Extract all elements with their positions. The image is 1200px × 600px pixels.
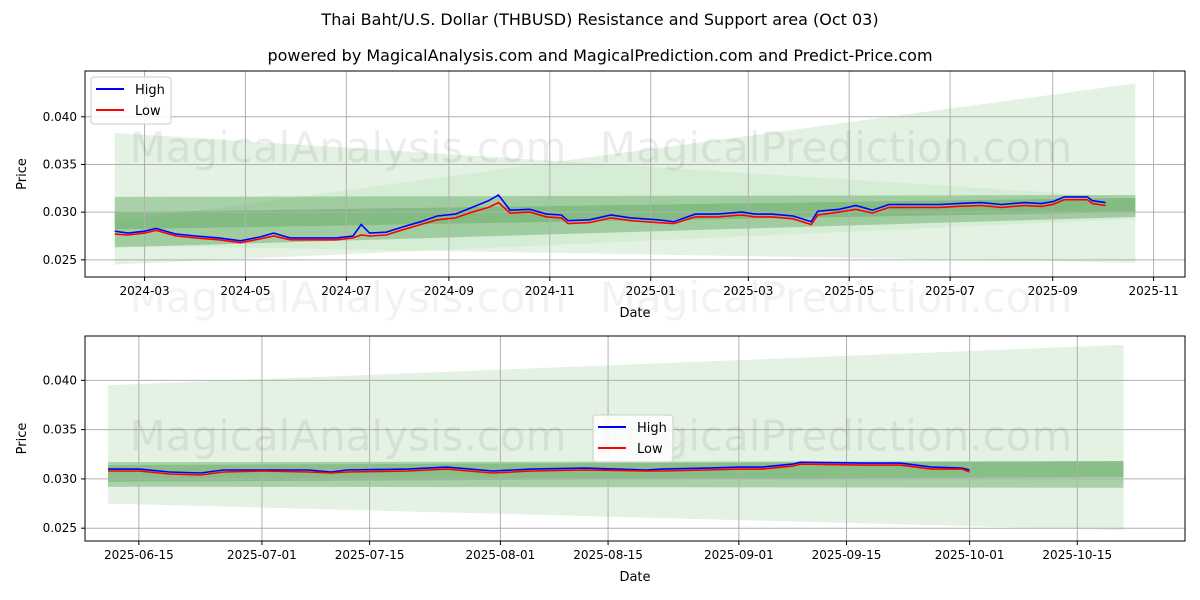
outer-sr-band: [114, 83, 1136, 263]
chart-1: 0.025 0.030 0.035 0.040 2024-03 2024-05 2024-0…: [15, 70, 1186, 322]
chart-title: Thai Baht/U.S. Dollar (THBUSD) Resistanc…: [321, 10, 879, 29]
x-tick-label: 2025-10-15: [1042, 548, 1112, 562]
legend: High Low: [592, 414, 674, 463]
x-tick-label: 2025-01: [626, 284, 676, 298]
x-tick-label: 2024-07: [321, 284, 371, 298]
inner-sr-band: [108, 461, 1124, 488]
x-tick-label: 2025-07-15: [335, 548, 405, 562]
x-tick-label: 2025-05: [824, 284, 874, 298]
legend: High Low: [90, 76, 172, 125]
inner-sr-band: [108, 461, 1124, 482]
x-tick-label: 2024-11: [525, 284, 575, 298]
axes-frame: [84, 335, 1186, 542]
x-tick-label: 2025-08-01: [466, 548, 536, 562]
y-tick-label: 0.040: [43, 373, 77, 387]
series-low-line: [114, 198, 1106, 244]
watermark: MagicalAnalysis.com: [130, 412, 567, 461]
y-tick-label: 0.035: [43, 157, 77, 171]
y-tick-label: 0.030: [43, 205, 77, 219]
y-tick-label: 0.035: [43, 423, 77, 437]
watermark: MagicalPrediction.com: [600, 273, 1073, 322]
x-tick-label: 2025-11: [1129, 284, 1179, 298]
axes-frame: [84, 70, 1186, 278]
x-tick-label: 2025-10-01: [935, 548, 1005, 562]
series-high-line: [108, 461, 970, 474]
y-axis-label: Price: [15, 423, 30, 455]
x-axis-label: Date: [619, 570, 650, 585]
y-axis-label: Price: [15, 158, 30, 190]
x-tick-label: 2025-06-15: [104, 548, 174, 562]
y-tick-label: 0.025: [43, 521, 77, 535]
y-tick-label: 0.025: [43, 253, 77, 267]
x-tick-label: 2025-03: [723, 284, 773, 298]
watermark: MagicalPrediction.com: [600, 412, 1073, 461]
watermark: MagicalAnalysis.com: [130, 273, 567, 322]
x-tick-label: 2025-09: [1028, 284, 1078, 298]
x-tick-label: 2024-05: [220, 284, 270, 298]
x-tick-label: 2025-07-01: [227, 548, 297, 562]
chart-2: 0.025 0.030 0.035 0.040 2025-06-15 2025-07-01…: [15, 335, 1186, 585]
x-tick-label: 2025-08-15: [573, 548, 643, 562]
series-low-line: [108, 463, 970, 476]
x-tick-label: 2025-07: [925, 284, 975, 298]
legend-label-low: Low: [637, 442, 663, 457]
series-high-line: [114, 193, 1106, 242]
watermark: MagicalAnalysis.com: [130, 123, 567, 172]
legend-label-low: Low: [135, 104, 161, 119]
x-tick-label: 2024-03: [119, 284, 169, 298]
chart-subtitle: powered by MagicalAnalysis.com and Magic…: [267, 46, 933, 65]
watermark: MagicalPrediction.com: [600, 123, 1073, 172]
legend-label-high: High: [135, 83, 165, 98]
x-tick-label: 2025-09-15: [812, 548, 882, 562]
y-tick-label: 0.030: [43, 472, 77, 486]
legend-label-high: High: [637, 421, 667, 436]
x-tick-label: 2024-09: [424, 284, 474, 298]
x-tick-label: 2025-09-01: [704, 548, 774, 562]
x-axis-label: Date: [619, 306, 650, 321]
y-tick-label: 0.040: [43, 110, 77, 124]
